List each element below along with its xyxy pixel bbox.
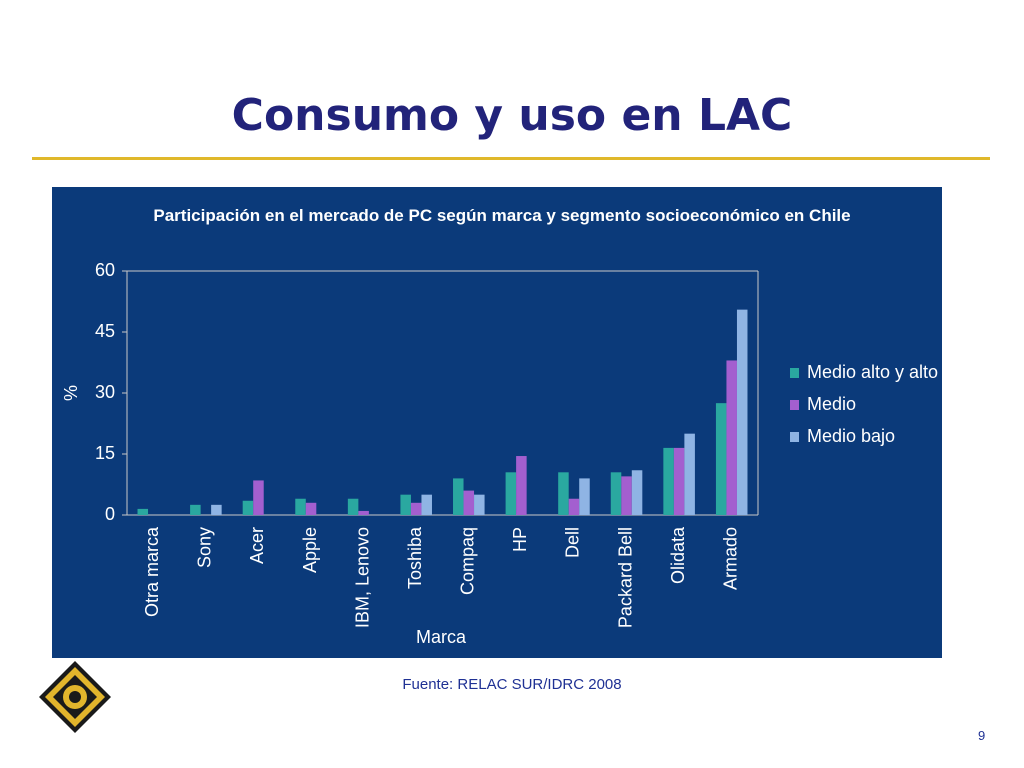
bar — [558, 472, 569, 515]
x-tick-label: Otra marca — [142, 526, 162, 617]
bar — [421, 494, 432, 515]
y-tick-label: 30 — [95, 382, 115, 402]
y-tick-label: 0 — [105, 504, 115, 524]
bar — [621, 476, 632, 515]
bar — [684, 433, 695, 515]
bar — [410, 502, 422, 515]
bar — [631, 470, 643, 515]
x-tick-label: IBM, Lenovo — [352, 527, 372, 628]
bar — [253, 480, 264, 515]
x-axis-title: Marca — [416, 627, 467, 647]
x-tick-label: Toshiba — [405, 526, 425, 589]
slide-title: Consumo y uso en LAC — [231, 90, 793, 141]
bar — [474, 494, 485, 515]
x-tick-label: Apple — [300, 527, 320, 573]
bar — [726, 360, 737, 515]
x-tick-label: Olidata — [668, 526, 688, 584]
bar — [190, 504, 201, 515]
bar — [400, 494, 411, 515]
legend-label: Medio alto y alto — [807, 362, 938, 382]
bar — [295, 498, 306, 515]
chart-panel: Participación en el mercado de PC según … — [52, 187, 942, 658]
legend-label: Medio — [807, 394, 856, 414]
x-tick-label: Sony — [195, 527, 215, 568]
bar — [358, 510, 369, 515]
bar — [715, 403, 727, 515]
title-rule — [32, 157, 990, 160]
x-tick-label: Armado — [720, 527, 740, 590]
bar — [453, 478, 464, 515]
bar — [305, 502, 317, 515]
y-axis-title: % — [61, 385, 81, 401]
bar — [347, 498, 359, 515]
bar — [610, 472, 622, 515]
x-tick-label: Acer — [247, 527, 267, 564]
x-tick-label: HP — [510, 527, 530, 552]
y-tick-label: 15 — [95, 443, 115, 463]
bar — [663, 447, 674, 515]
bar — [579, 478, 590, 515]
x-tick-label: Compaq — [458, 527, 478, 595]
legend-swatch — [790, 368, 799, 378]
legend-swatch — [790, 432, 799, 442]
bar — [673, 447, 685, 515]
legend-label: Medio bajo — [807, 426, 895, 446]
y-tick-label: 60 — [95, 260, 115, 280]
bar — [505, 472, 517, 515]
bar — [463, 490, 475, 515]
x-tick-label: Dell — [563, 527, 583, 558]
bar — [516, 456, 527, 515]
y-tick-label: 45 — [95, 321, 115, 341]
bar — [242, 500, 254, 515]
chart-title: Participación en el mercado de PC según … — [153, 206, 851, 225]
source-note: Fuente: RELAC SUR/IDRC 2008 — [402, 676, 622, 693]
bar — [568, 498, 580, 515]
bar — [137, 508, 149, 515]
logo — [39, 661, 111, 733]
legend-swatch — [790, 400, 799, 410]
x-tick-label: Packard Bell — [615, 527, 635, 628]
bar — [736, 309, 748, 515]
bar — [211, 504, 222, 515]
page-number: 9 — [978, 728, 986, 743]
chart: 0 15 30 45 60% Marca Otra marca Sony Acer Apple IB… — [61, 260, 938, 647]
